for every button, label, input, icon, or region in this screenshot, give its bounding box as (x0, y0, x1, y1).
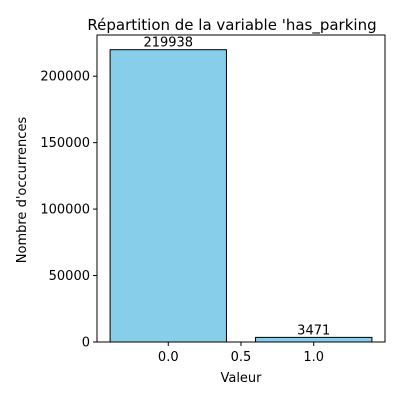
x-tick-label-2: 1.0 (303, 350, 324, 365)
y-tick-label-4: 200000 (40, 70, 90, 85)
bar-value-label-0: 219938 (143, 36, 193, 51)
y-tick-label-2: 100000 (40, 203, 90, 218)
bar-value-label-1: 3471 (297, 323, 330, 338)
y-ticks-layer: 0 50000 100000 150000 200000 (40, 70, 97, 351)
x-axis-label: Valeur (220, 371, 262, 386)
bars-layer: 219938 3471 (109, 36, 373, 343)
y-tick-label-3: 150000 (40, 136, 90, 151)
x-tick-label-0: 0.0 (158, 350, 179, 365)
chart-title: Répartition de la variable 'has_parking (87, 16, 376, 35)
x-tick-label-1: 0.5 (231, 350, 252, 365)
x-ticks-layer: 0.0 0.5 1.0 (158, 342, 324, 365)
bar-0 (109, 49, 227, 343)
y-axis-label: Nombre d'occurrences (15, 117, 30, 264)
y-tick-label-0: 0 (82, 336, 90, 351)
y-tick-label-1: 50000 (49, 269, 90, 284)
